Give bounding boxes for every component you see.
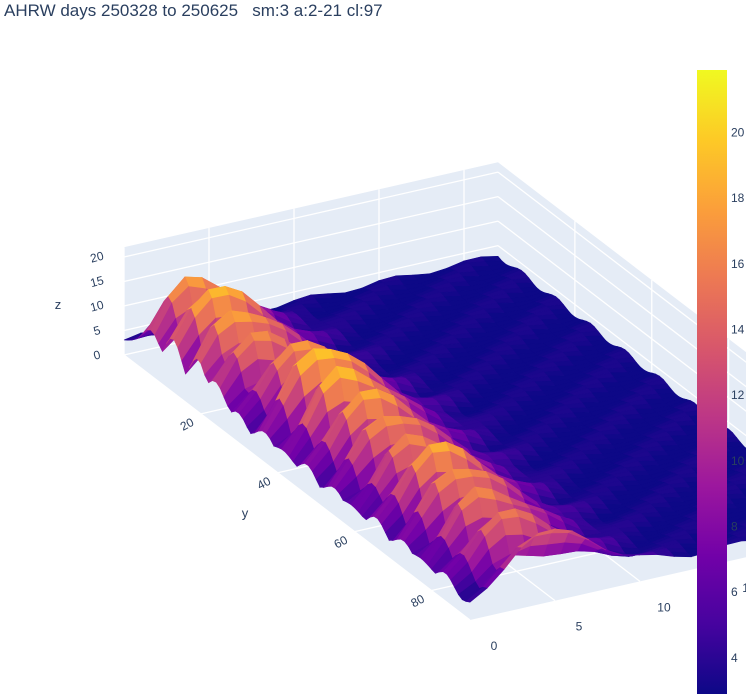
z-tick-label: 5	[92, 323, 102, 338]
colorbar-tick-label: 14	[731, 322, 745, 336]
colorbar-tick-label: 18	[731, 191, 745, 205]
z-axis-label: z	[55, 297, 62, 312]
colorbar-gradient	[697, 70, 727, 694]
grid-line-z	[497, 196, 746, 388]
colorbar-tick-label: 10	[731, 454, 745, 468]
grid-line-z	[123, 171, 499, 258]
y-tick-label: 60	[332, 533, 351, 552]
colorbar-ticks: 4 6 8 10 12 14 16 18 20	[731, 125, 745, 664]
z-tick-label: 20	[89, 249, 106, 266]
grid-line-z	[497, 220, 746, 412]
x-tick-label: 0	[491, 639, 498, 653]
z-tick-label: 0	[92, 347, 102, 362]
tick-labels: 051015202040608005101520	[89, 249, 746, 653]
x-tick-label: 15	[742, 581, 746, 595]
grid-line-x	[123, 354, 471, 621]
y-tick-label: 20	[178, 415, 197, 434]
colorbar-tick-label: 8	[731, 520, 738, 534]
colorbar-tick-label: 12	[731, 388, 745, 402]
z-tick-label: 10	[89, 298, 106, 315]
surface-cell	[465, 586, 488, 603]
surface-mesh	[123, 255, 746, 603]
z-tick-label: 15	[89, 273, 106, 290]
colorbar-tick-label: 6	[731, 585, 738, 599]
y-axis-label: y	[242, 505, 249, 520]
y-tick-label: 40	[255, 474, 274, 493]
colorbar-tick-label: 4	[731, 651, 738, 665]
x-tick-label: 10	[657, 600, 671, 614]
colorbar-tick-label: 16	[731, 257, 745, 271]
y-tick-label: 80	[408, 592, 427, 611]
back-pane	[498, 162, 746, 460]
grid-line-z	[497, 171, 746, 363]
chart-title: AHRW days 250328 to 250625 sm:3 a:2-21 c…	[4, 1, 383, 20]
colorbar-tick-label: 20	[731, 125, 745, 139]
x-tick-label: 5	[576, 620, 583, 634]
grid-line-z	[123, 195, 499, 283]
grid-line-z	[497, 245, 746, 437]
